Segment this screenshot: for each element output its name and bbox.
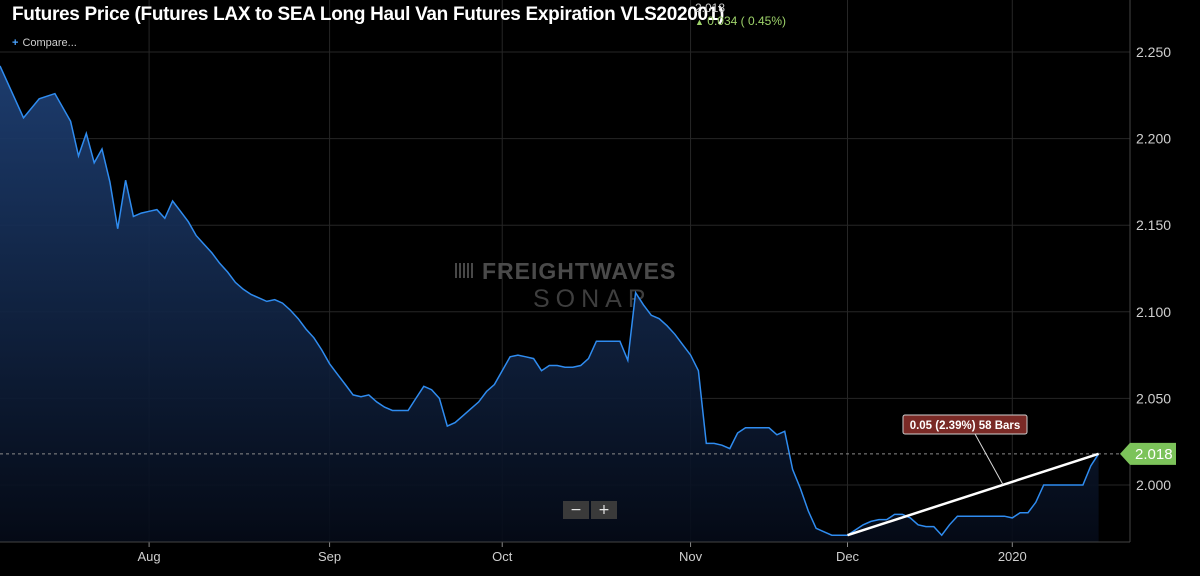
y-tick-label: 2.250 — [1136, 44, 1171, 60]
up-arrow-icon: ▲ — [695, 17, 704, 27]
x-axis: Aug Sep Oct Nov Dec 2020 — [0, 541, 1130, 564]
x-tick-label: Aug — [138, 549, 161, 564]
y-tick-label: 2.050 — [1136, 390, 1171, 406]
x-tick-label: Sep — [318, 549, 341, 564]
trend-line — [847, 452, 1099, 537]
freightwaves-sonar-watermark: FREIGHTWAVES SONAR — [455, 258, 676, 313]
x-tick-label: Dec — [836, 549, 860, 564]
compare-button[interactable]: + Compare... — [12, 37, 77, 49]
y-tick-label: 2.100 — [1136, 304, 1171, 320]
measure-annotation-label: 0.05 (2.39%) 58 Bars — [910, 420, 1021, 432]
y-tick-label: 2.200 — [1136, 131, 1171, 147]
price-line — [0, 65, 1100, 537]
compare-label: Compare... — [22, 37, 77, 49]
y-tick-label: 2.150 — [1136, 217, 1171, 233]
measure-annotation[interactable]: 0.05 (2.39%) 58 Bars — [902, 414, 1028, 435]
zoom-in-button[interactable]: + — [591, 501, 617, 519]
change-value: ▲ 0.034 ( 0.45%) — [695, 15, 786, 29]
y-tick-label: 2.000 — [1136, 477, 1171, 493]
quote-summary: 2.018 ▲ 0.034 ( 0.45%) — [695, 2, 786, 29]
last-price-tag: 2.018 — [1120, 442, 1176, 465]
price-area-fill — [0, 65, 1099, 543]
chart-title: Futures Price (Futures LAX to SEA Long H… — [12, 4, 725, 25]
plus-icon: + — [12, 37, 19, 49]
svg-text:SONAR: SONAR — [533, 285, 652, 313]
annotation-leader — [974, 433, 1004, 486]
svg-text:FREIGHTWAVES: FREIGHTWAVES — [482, 258, 676, 284]
zoom-controls: − + — [563, 501, 617, 519]
last-value: 2.018 — [695, 1, 726, 15]
zoom-out-button[interactable]: − — [563, 501, 589, 519]
x-tick-label: Oct — [492, 549, 513, 564]
change-text: 0.034 ( 0.45%) — [707, 14, 786, 28]
x-tick-label: 2020 — [998, 549, 1027, 564]
x-tick-label: Nov — [679, 549, 703, 564]
last-price-tag-value: 2.018 — [1135, 446, 1173, 463]
